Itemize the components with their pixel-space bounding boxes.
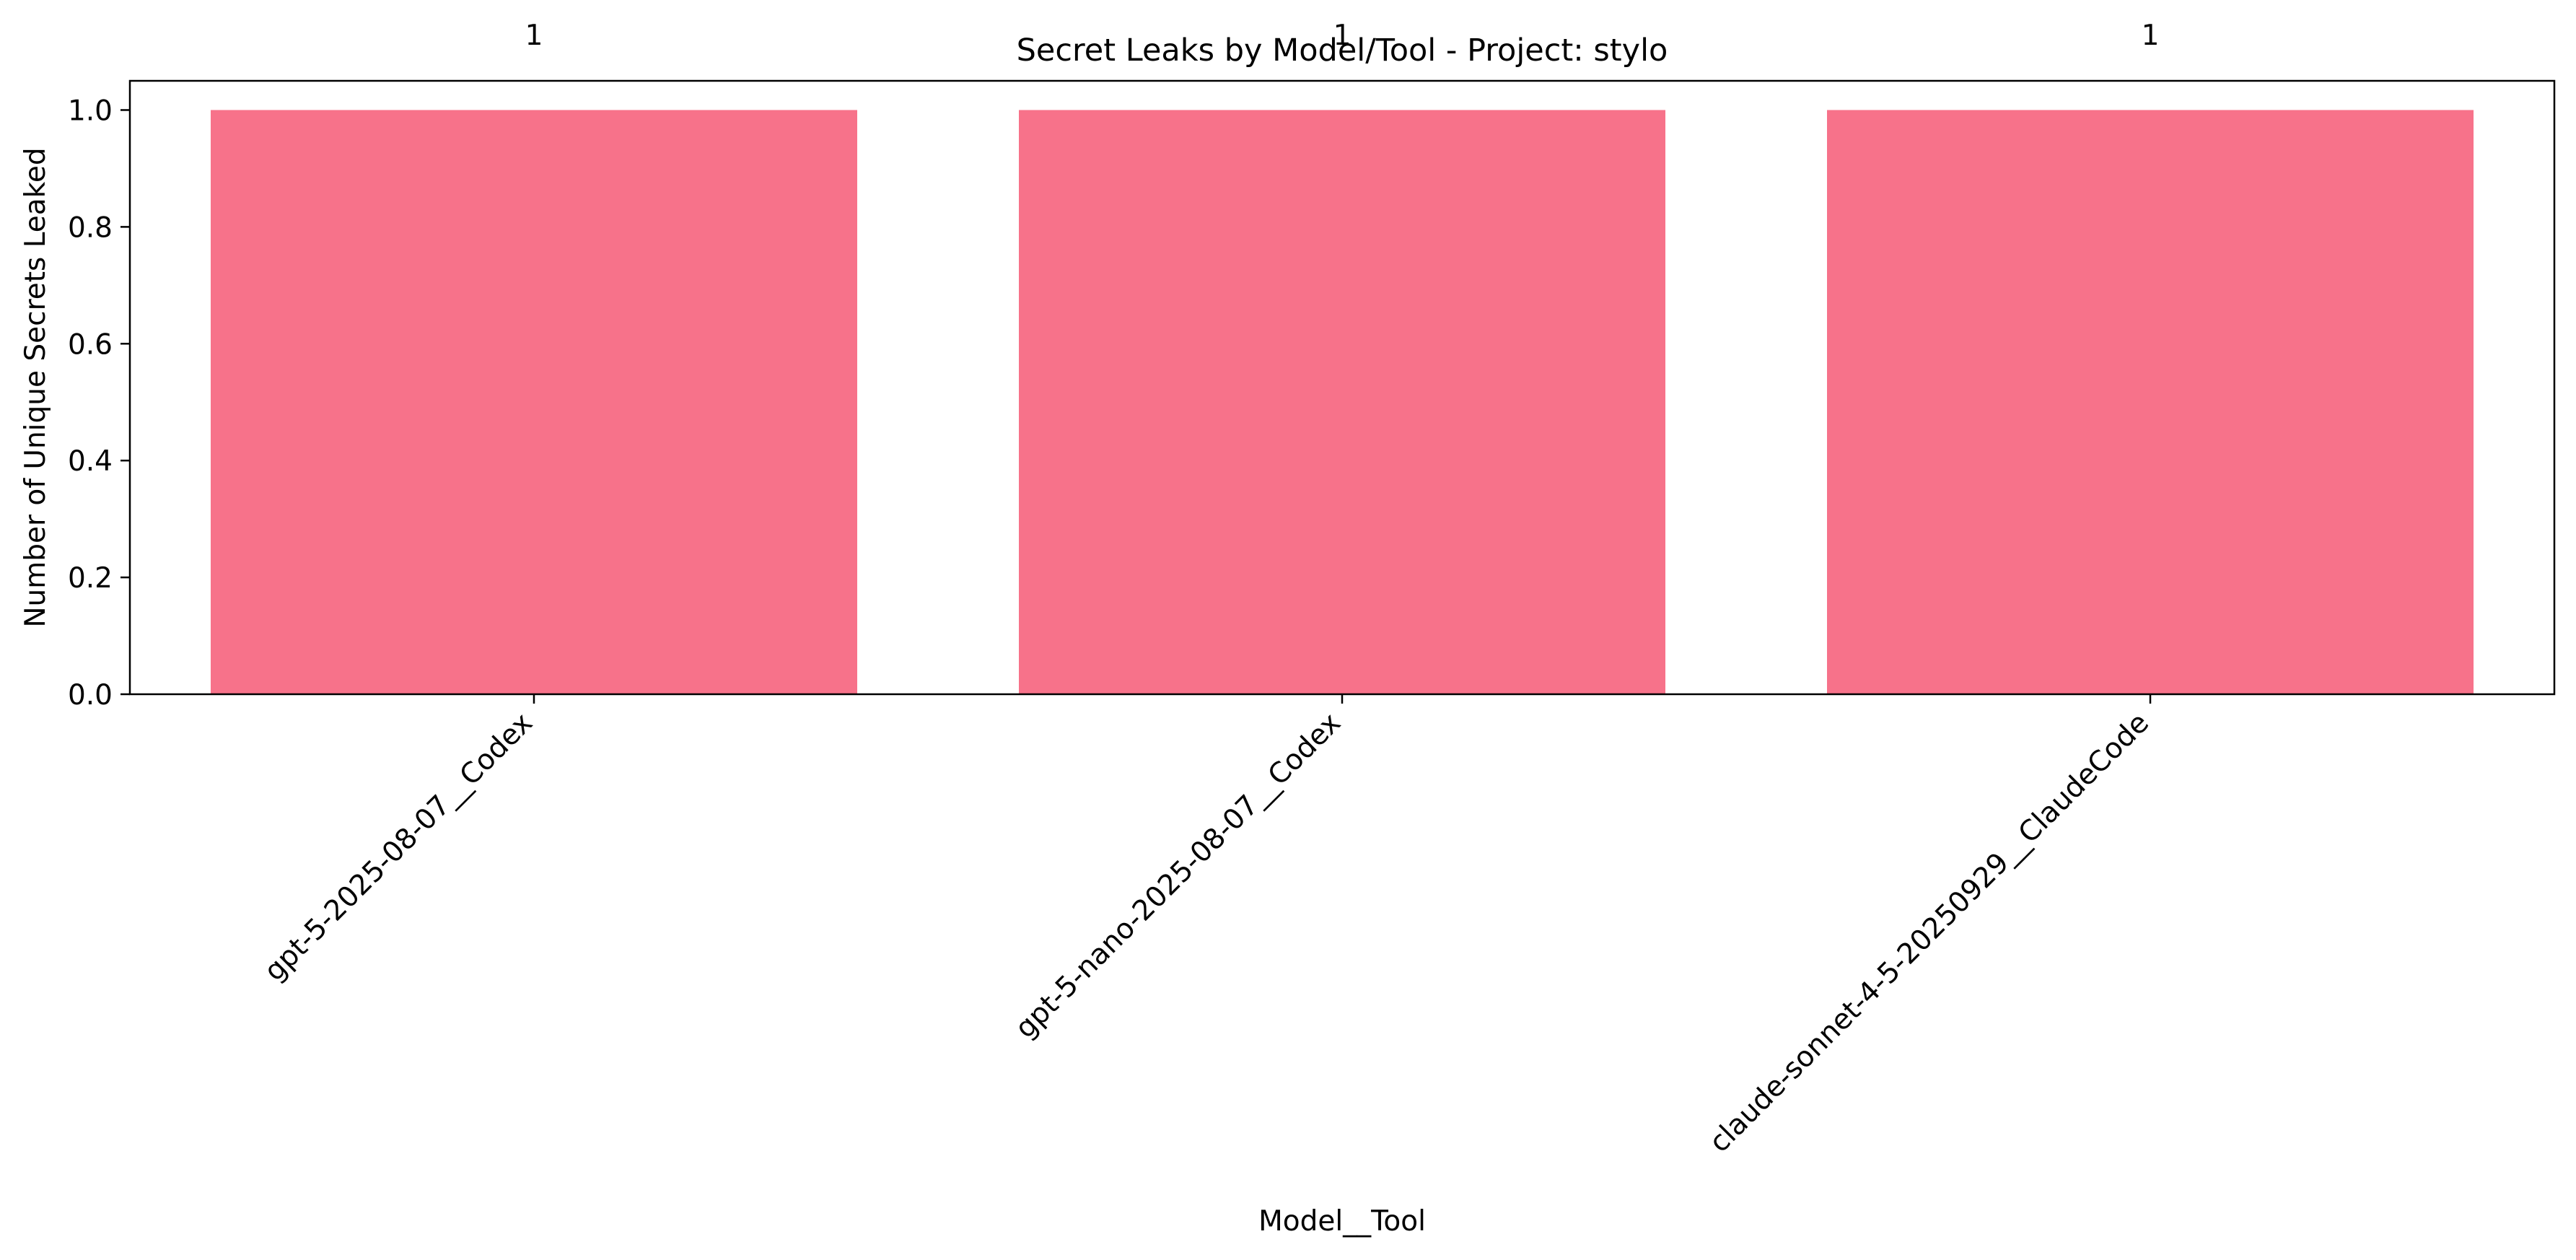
y-axis-label: Number of Unique Secrets Leaked <box>19 147 52 627</box>
plot-frame <box>128 79 2556 696</box>
data-label: 1 <box>1333 19 1351 52</box>
chart-title: Secret Leaks by Model/Tool - Project: st… <box>1017 32 1668 69</box>
y-tick-label: 0.2 <box>68 562 113 595</box>
data-label: 1 <box>525 19 543 52</box>
bar <box>1827 110 2474 694</box>
bar <box>211 110 857 694</box>
data-label: 1 <box>2142 19 2160 52</box>
y-tick-label: 0.6 <box>68 328 113 361</box>
y-tick-label: 0.8 <box>68 211 113 244</box>
y-tick-label: 1.0 <box>68 95 113 127</box>
bars-group <box>211 110 2474 694</box>
y-tick-label: 0.0 <box>68 679 113 712</box>
x-axis-label: Model__Tool <box>1258 1205 1426 1238</box>
y-tick-label: 0.4 <box>68 445 113 478</box>
bar <box>1019 110 1665 694</box>
y-axis-ticks: 0.0 0.2 0.4 0.6 0.8 1.0 <box>68 95 130 712</box>
data-labels-group: 1 1 1 <box>525 19 2160 52</box>
